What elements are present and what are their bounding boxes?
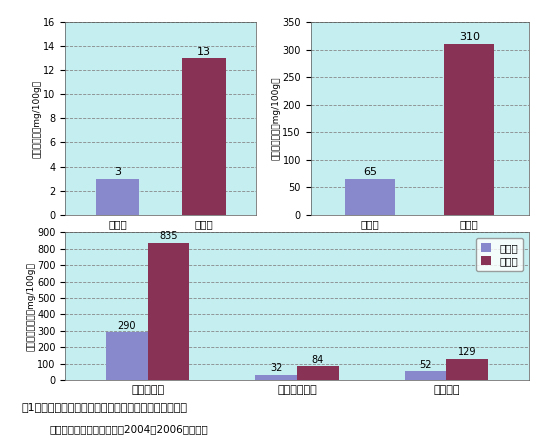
Text: 13: 13 xyxy=(197,46,211,57)
Text: 84: 84 xyxy=(312,354,324,365)
Text: 310: 310 xyxy=(459,32,480,42)
Text: 3: 3 xyxy=(114,167,121,177)
Bar xyxy=(404,371,446,380)
Text: 52: 52 xyxy=(419,360,432,370)
Bar xyxy=(106,333,148,380)
Text: 290: 290 xyxy=(117,321,136,331)
Legend: 露地畑, 施設畑: 露地畑, 施設畑 xyxy=(476,238,523,271)
Bar xyxy=(183,59,226,215)
Text: 65: 65 xyxy=(363,167,377,177)
Text: 図1　施設畑と露地畑の作土における主な肥料成分濃度: 図1 施設畑と露地畑の作土における主な肥料成分濃度 xyxy=(22,402,188,412)
Bar xyxy=(255,375,297,380)
Bar xyxy=(346,179,395,215)
Bar xyxy=(148,243,190,380)
Text: 32: 32 xyxy=(270,363,282,373)
Y-axis label: 可給態リン酸（mg/100g）: 可給態リン酸（mg/100g） xyxy=(272,77,281,160)
Text: 129: 129 xyxy=(458,347,477,357)
Y-axis label: 硝酸態素素（mg/100g）: 硝酸態素素（mg/100g） xyxy=(33,80,42,157)
Bar xyxy=(444,44,494,215)
Text: 注）図中の数字は平均値よ2004～2006年調査）: 注）図中の数字は平均値よ2004～2006年調査） xyxy=(49,425,208,434)
Y-axis label: 交換性陽イオン（mg/100g）: 交換性陽イオン（mg/100g） xyxy=(27,262,36,350)
Text: 835: 835 xyxy=(159,232,178,241)
Bar xyxy=(446,359,488,380)
Bar xyxy=(297,366,339,380)
Bar xyxy=(96,178,139,215)
